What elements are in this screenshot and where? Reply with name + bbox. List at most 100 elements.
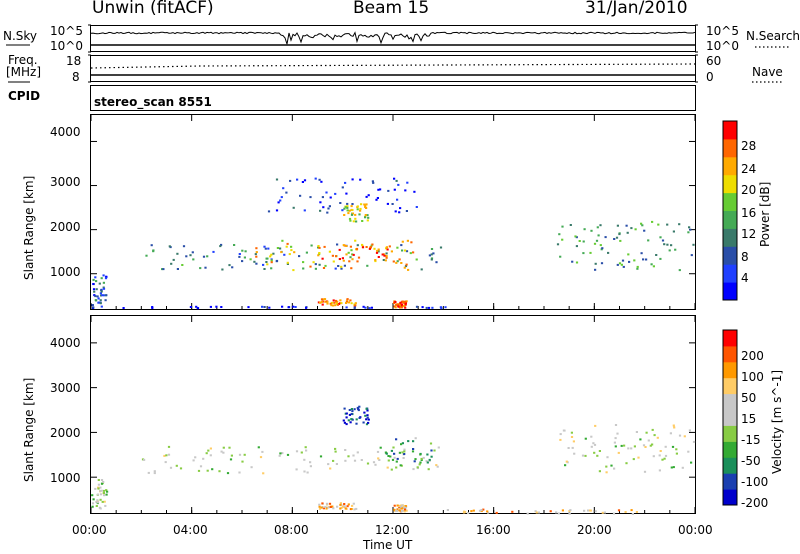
velocity-cell — [631, 513, 634, 515]
velocity-cell — [687, 450, 690, 453]
power-cell — [122, 307, 125, 309]
power-cell — [636, 265, 639, 268]
velocity-cell — [661, 458, 664, 461]
power-cell — [444, 306, 447, 309]
power-cell — [666, 223, 669, 226]
power-cell — [659, 236, 662, 239]
power-cell — [299, 194, 302, 197]
power-cell — [282, 187, 285, 190]
power-cell — [263, 306, 266, 308]
power-cell — [359, 178, 362, 181]
velocity-cell — [663, 457, 666, 460]
velocity-cell — [407, 440, 410, 443]
velocity-colorbar-segment — [723, 330, 737, 347]
velocity-cell — [669, 432, 672, 435]
velocity-cbar-tick: -50 — [741, 454, 761, 468]
nave-trace — [90, 63, 696, 69]
velocity-cell — [259, 456, 263, 459]
power-cell — [104, 277, 108, 280]
velocity-colorbar-segment — [723, 425, 737, 442]
power-cell — [279, 199, 282, 202]
velocity-cell — [343, 503, 346, 505]
velocity-cell — [351, 418, 354, 421]
power-cell — [672, 230, 675, 233]
velocity-cell — [559, 433, 562, 436]
velocity-cell — [353, 459, 357, 462]
power-cell — [276, 247, 279, 249]
power-cell — [597, 234, 600, 237]
velocity-cell — [398, 509, 401, 512]
power-colorbar-segment — [723, 282, 737, 301]
power-cell — [321, 257, 324, 260]
velocity-cell — [92, 498, 95, 501]
power-cell — [352, 220, 355, 223]
velocity-cell — [420, 457, 423, 460]
power-ytick: 4000 — [50, 125, 81, 139]
velocity-cell — [564, 464, 567, 467]
velocity-cell — [342, 419, 345, 422]
power-cell — [322, 298, 325, 301]
power-cell — [401, 305, 404, 308]
velocity-cell — [472, 509, 475, 512]
power-cell — [359, 207, 362, 210]
power-cell — [277, 201, 280, 204]
power-cell — [105, 294, 108, 297]
nave-tick-top: 60 — [706, 54, 722, 68]
velocity-cell — [487, 511, 490, 514]
power-cell — [355, 220, 358, 223]
velocity-cell — [403, 448, 406, 451]
nsky-trace — [90, 31, 696, 45]
x-tick: 16:00 — [476, 523, 511, 537]
velocity-cell — [393, 452, 396, 455]
velocity-cell — [374, 463, 377, 466]
power-cell — [100, 294, 103, 297]
power-cell — [292, 305, 295, 308]
power-cell — [341, 209, 344, 212]
power-cell — [162, 268, 165, 271]
velocity-cell — [165, 454, 168, 457]
velocity-cell — [642, 444, 646, 447]
velocity-cell — [614, 437, 617, 440]
velocity-cell — [584, 437, 587, 440]
power-cell — [275, 178, 279, 181]
power-cell — [354, 302, 357, 305]
power-cell — [405, 210, 408, 212]
power-cell — [678, 269, 681, 272]
power-cell — [266, 263, 269, 266]
velocity-cell — [238, 453, 242, 456]
cpid-value: stereo_scan 8551 — [94, 95, 212, 109]
power-cell — [261, 305, 264, 308]
power-cell — [280, 251, 283, 254]
velocity-cell — [569, 509, 572, 512]
velocity-cell — [478, 509, 482, 512]
velocity-cell — [343, 421, 346, 424]
power-cell — [360, 203, 363, 206]
power-cell — [100, 277, 103, 280]
power-colorbar-segment — [723, 210, 737, 229]
velocity-cell — [398, 504, 401, 507]
power-cell — [347, 301, 350, 304]
power-cell — [168, 245, 171, 248]
velocity-cell — [647, 439, 650, 442]
velocity-cbar-tick: 50 — [741, 391, 757, 405]
power-cell — [354, 213, 357, 216]
velocity-cell — [334, 447, 337, 450]
velocity-cell — [358, 405, 361, 408]
power-cell — [95, 288, 98, 291]
velocity-cell — [639, 438, 642, 441]
power-cell — [641, 224, 644, 227]
velocity-cell — [309, 461, 312, 464]
power-cell — [288, 253, 291, 256]
power-cell — [356, 244, 359, 247]
velocity-cell — [209, 454, 212, 457]
power-cell — [362, 305, 365, 308]
velocity-cell — [350, 418, 353, 421]
velocity-cell — [400, 443, 403, 446]
velocity-cell — [355, 507, 358, 510]
power-cell — [320, 300, 323, 303]
velocity-cell — [658, 469, 661, 472]
power-cell — [326, 300, 329, 303]
velocity-cell — [153, 470, 156, 473]
velocity-cell — [229, 458, 233, 461]
power-cell — [318, 263, 321, 266]
